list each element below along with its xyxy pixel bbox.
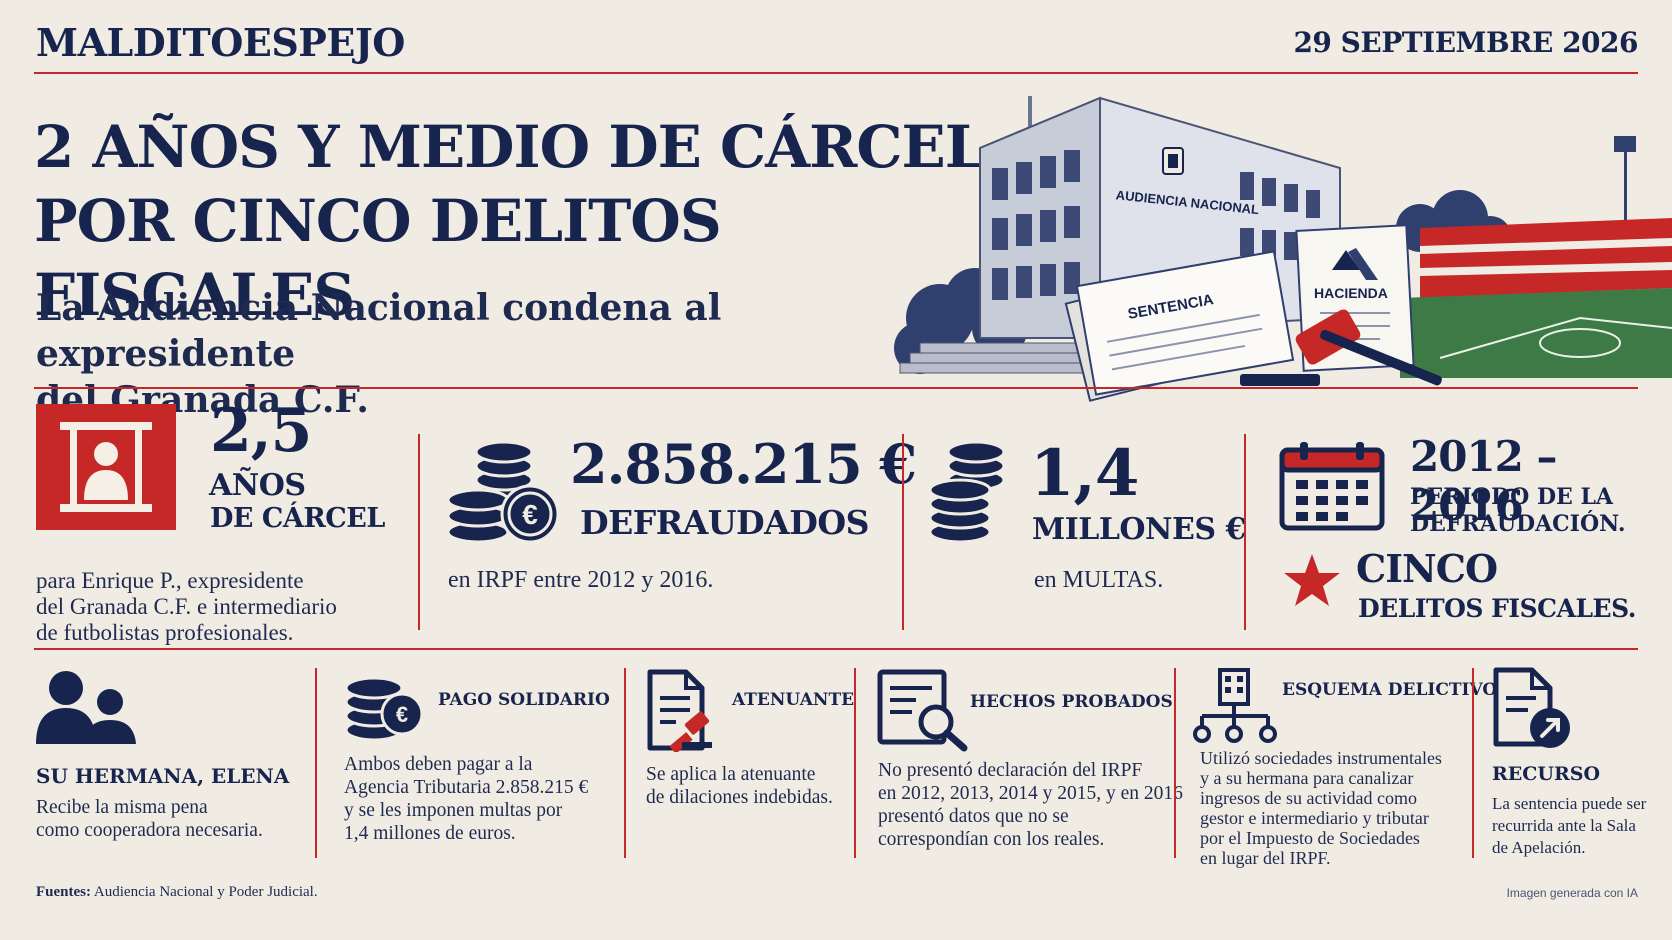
prison-desc-line-2: del Granada C.F. e intermediario [36,594,337,619]
facts-text: No presentó declaración del IRPF en 2012… [878,759,1183,851]
sister-title: SU HERMANA, ELENA [36,764,290,788]
coins-icon [928,440,1006,544]
svg-text:€: € [396,702,408,727]
card-divider-5 [1472,668,1474,858]
sister-text-line-1: Recibe la misma pena [36,797,208,818]
scheme-text-line-3: ingresos de su actividad como [1200,788,1417,808]
appeal-text: La sentencia puede ser recurrida ante la… [1492,793,1646,859]
card-divider-4 [1174,668,1176,858]
crimes-label: DELITOS FISCALES. [1358,594,1636,623]
card-divider-1 [315,668,317,858]
building-network-icon [1193,668,1277,743]
coins-euro-icon: € [446,440,560,544]
scheme-text-line-2: y a su hermana para canalizar [1200,768,1414,788]
payment-text-line-2: Agencia Tributaria 2.858.215 € [344,777,589,798]
defrauded-description: en IRPF entre 2012 y 2016. [448,567,714,593]
document-gavel-icon [647,669,712,752]
card-divider-2 [624,668,626,858]
payment-text-line-1: Ambos deben pagar a la [344,754,533,775]
period-label-line-2: DEFRAUDACIÓN. [1410,511,1626,537]
stat-divider-1 [418,434,420,630]
facts-text-line-4: correspondían con los reales. [878,829,1105,850]
mitigating-text-line-1: Se aplica la atenuante [646,764,816,785]
section-divider-2 [34,648,1638,650]
appeal-text-line-2: recurrida ante la Sala [1492,816,1636,835]
hacienda-label: HACIENDA [1314,285,1388,301]
card-divider-3 [854,668,856,858]
scheme-text-line-6: en lugar del IRPF. [1200,848,1331,868]
calendar-icon [1279,442,1385,531]
payment-text: Ambos deben pagar a la Agencia Tributari… [344,753,588,845]
header-divider [34,72,1638,74]
facts-text-line-3: presentó datos que no se [878,806,1069,827]
prison-description: para Enrique P., expresidente del Granad… [36,568,376,646]
headline-line-1: 2 AÑOS Y MEDIO DE CÁRCEL [34,113,986,181]
court-hacienda-illustration: AUDIENCIA NACIONAL HACIENDA SENTENCIA [894,96,1672,402]
facts-text-line-2: en 2012, 2013, 2014 y 2015, y en 2016 [878,783,1183,804]
scheme-title: ESQUEMA DELICTIVO [1282,680,1498,700]
document-arrow-icon [1493,667,1570,748]
mitigating-title: ATENUANTE [732,690,855,710]
period-label: PERIODO DE LA DEFRAUDACIÓN. [1410,484,1625,538]
scheme-text: Utilizó sociedades instrumentales y a su… [1200,748,1442,868]
sentencia-document-icon: SENTENCIA [1064,250,1295,402]
appeal-text-line-1: La sentencia puede ser [1492,794,1647,813]
star-icon [1284,554,1340,606]
gavel-icon [1240,309,1442,386]
ai-generated-note: Imagen generada con IA [1506,886,1638,900]
stat-divider-3 [1244,434,1246,630]
section-divider-1 [34,387,1638,389]
headline: 2 AÑOS Y MEDIO DE CÁRCEL POR CINCO DELIT… [34,110,1054,332]
fines-description: en MULTAS. [1034,567,1164,593]
brand-name: MALDITOESPEJO [36,20,405,65]
defrauded-label: DEFRAUDADOS [580,503,869,542]
sister-text-line-2: como cooperadora necesaria. [36,820,263,841]
publication-date: 29 SEPTIEMBRE 2026 [1293,26,1638,59]
facts-title: HECHOS PROBADOS [970,692,1173,712]
sources-text: Audiencia Nacional y Poder Judicial. [91,884,318,900]
appeal-text-line-3: de Apelación. [1492,838,1586,857]
payment-coins-euro-icon: € [344,676,424,742]
headline-line-2: POR CINCO DELITOS FISCALES [34,187,722,329]
subheadline-line-1: La Audiencia Nacional condena al expresi… [36,287,722,375]
prison-desc-line-3: de futbolistas profesionales. [36,620,294,645]
crimes-value: CINCO [1356,546,1498,591]
coat-of-arms-icon [1162,147,1184,175]
sources-label: Fuentes: [36,884,91,900]
svg-text:€: € [522,499,538,530]
scheme-text-line-4: gestor e intermediario y tributar [1200,808,1429,828]
sources: Fuentes: Audiencia Nacional y Poder Judi… [36,884,318,901]
fines-label: MILLONES € [1032,512,1246,547]
period-value: 2012 – 2016 [1410,432,1558,530]
scheme-text-line-1: Utilizó sociedades instrumentales [1200,748,1442,768]
payment-title: PAGO SOLIDARIO [438,690,610,710]
prison-bars-icon [36,404,176,530]
period-label-line-1: PERIODO DE LA [1410,484,1613,510]
floodlight-icon [1614,136,1636,258]
people-icon [36,671,136,744]
defrauded-value: 2.858.215 € [570,432,917,496]
facts-text-line-1: No presentó declaración del IRPF [878,760,1143,781]
mitigating-text: Se aplica la atenuante de dilaciones ind… [646,763,833,809]
prison-desc-line-1: para Enrique P., expresidente [36,568,304,593]
subheadline: La Audiencia Nacional condena al expresi… [36,285,916,423]
mitigating-text-line-2: de dilaciones indebidas. [646,787,833,808]
payment-text-line-3: y se les imponen multas por [344,800,563,821]
stadium-icon [1400,218,1672,378]
appeal-title: RECURSO [1492,763,1601,785]
sister-text: Recibe la misma pena como cooperadora ne… [36,796,263,842]
prison-unit-line-1: AÑOS [209,468,306,503]
prison-unit-line-2: DE CÁRCEL [210,503,385,534]
stat-divider-2 [902,434,904,630]
document-search-icon [877,669,968,752]
fines-value: 1,4 [1030,436,1139,511]
prison-value: 2,5 [210,396,312,466]
scheme-text-line-5: por el Impuesto de Sociedades [1200,828,1420,848]
payment-text-line-4: 1,4 millones de euros. [344,823,516,844]
